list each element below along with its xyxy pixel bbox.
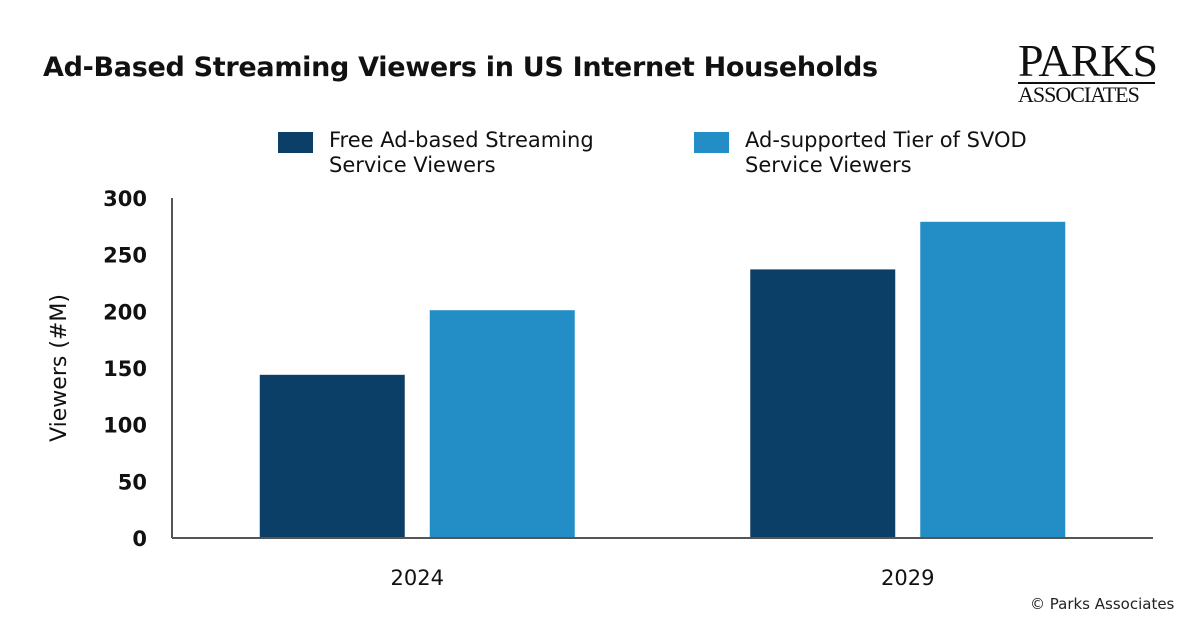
- copyright-text: © Parks Associates: [1030, 595, 1175, 613]
- x-axis-ticks: 2024 2029: [391, 566, 935, 590]
- legend-swatch-series-1: [278, 132, 313, 153]
- y-tick-label: 0: [132, 527, 147, 551]
- bar-2029-series-1: [750, 269, 896, 538]
- legend-item-ad-supported-svod: Ad-supported Tier of SVOD Service Viewer…: [694, 128, 1065, 178]
- bar-2024-series-1: [259, 374, 405, 538]
- bar-2024-series-2: [429, 310, 575, 538]
- chart-title: Ad-Based Streaming Viewers in US Interne…: [43, 52, 878, 83]
- bars: [259, 221, 1066, 539]
- x-tick-label: 2024: [391, 566, 444, 590]
- parks-associates-logo: PARKS ASSOCIATES: [1018, 35, 1158, 106]
- y-tick-label: 50: [118, 470, 147, 494]
- legend-swatch-series-2: [694, 132, 729, 153]
- legend-item-free-ad-based: Free Ad-based Streaming Service Viewers: [278, 128, 649, 178]
- x-tick-label: 2029: [881, 566, 934, 590]
- y-axis-ticks: 0 50 100 150 200 250 300: [103, 187, 147, 551]
- y-tick-label: 200: [103, 300, 147, 324]
- y-tick-label: 250: [103, 244, 147, 268]
- y-tick-label: 300: [103, 187, 147, 211]
- logo-line-1: PARKS: [1018, 35, 1158, 86]
- y-tick-label: 150: [103, 357, 147, 381]
- legend-label-series-1: Free Ad-based Streaming Service Viewers: [329, 128, 594, 177]
- y-tick-label: 100: [103, 414, 147, 438]
- legend-label-series-2: Ad-supported Tier of SVOD Service Viewer…: [745, 128, 1027, 177]
- y-axis-label: Viewers (#M): [47, 294, 72, 442]
- bar-2029-series-2: [920, 221, 1066, 539]
- logo-line-2: ASSOCIATES: [1018, 82, 1155, 106]
